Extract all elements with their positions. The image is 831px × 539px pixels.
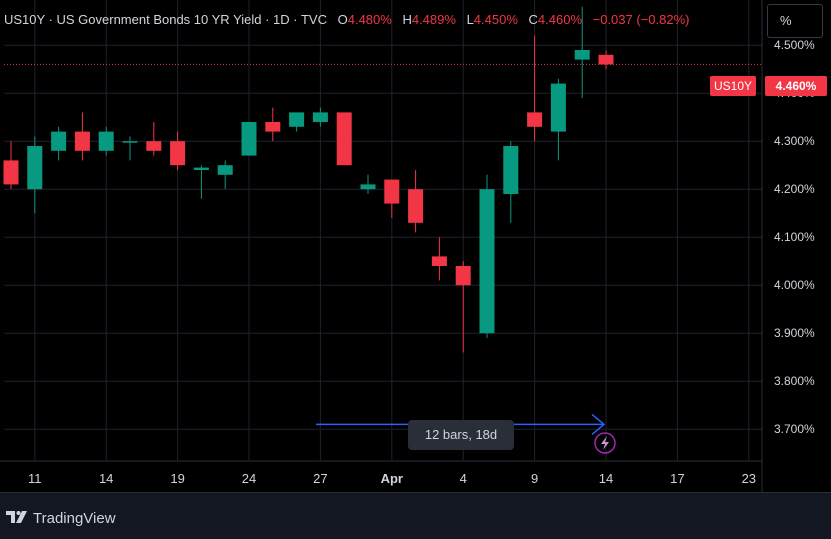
candle [3,141,19,190]
candle-body [550,83,566,132]
candle-body [336,112,352,166]
candle-body [455,266,471,286]
axes: 4.500%4.400%4.300%4.200%4.100%4.000%3.90… [0,0,815,492]
percent-scale-button[interactable]: % [767,4,823,38]
y-tick-label: 4.500% [774,38,815,52]
candle-body [431,256,447,266]
y-tick-label: 3.700% [774,422,815,436]
candle-body [574,50,590,60]
candle-body [193,167,209,170]
candle-body [479,189,495,334]
candle [170,131,186,170]
candle [574,6,590,98]
x-tick-label: Apr [381,471,403,486]
low-key: L [466,12,474,27]
open-key: O [337,12,348,27]
candle-body [265,122,281,132]
candle [146,122,162,156]
overlay [4,63,762,454]
x-tick-label: 11 [28,471,42,486]
candle [193,165,209,199]
measure-arrow-head [591,413,606,435]
candle [51,126,67,161]
candle [312,107,328,127]
candle-body [98,131,114,151]
candle [479,174,495,338]
candle [527,35,543,142]
grid [4,0,762,460]
candle-body [503,146,519,194]
x-tick-label: 9 [531,471,538,486]
high-value: 4.489% [411,12,456,27]
chart-legend: US10Y · US Government Bonds 10 YR Yield … [4,12,689,27]
close-key: C [528,12,538,27]
tradingview-logo-icon[interactable] [6,511,30,523]
y-tick-label: 4.300% [774,134,815,148]
y-tick-label: 3.900% [774,326,815,340]
candle [122,136,138,161]
candle [217,160,233,190]
x-tick-label: 4 [460,471,467,486]
footer-bar: TradingView [0,492,831,539]
candles [3,6,614,353]
candle [455,261,471,353]
candle [336,112,352,166]
candle-body [3,160,19,185]
candle [408,170,424,233]
y-tick-label: 3.800% [774,374,815,388]
x-tick-label: 14 [599,471,613,486]
open-value: 4.480% [347,12,392,27]
candle-body [51,131,67,151]
x-tick-label: 27 [313,471,327,486]
candle-body [598,54,614,65]
close-value: 4.460% [537,12,582,27]
x-tick-label: 24 [242,471,256,486]
candle [27,136,43,214]
candle-body [360,184,376,190]
candle-body [74,131,90,151]
x-tick-label: 23 [742,471,756,486]
candle [241,122,257,156]
candle [503,141,519,223]
candle [98,126,114,156]
symbol-title[interactable]: US10Y · US Government Bonds 10 YR Yield … [4,12,327,27]
candle-body [146,141,162,151]
candle-body [27,146,43,190]
candle-body [384,179,400,204]
candle [384,179,400,218]
candle-body [289,112,305,127]
candle [265,107,281,142]
candle-body [408,189,424,223]
candle [550,78,566,161]
y-tick-label: 4.000% [774,278,815,292]
candle-body [312,112,328,122]
candle [289,112,305,132]
candle [360,174,376,194]
lightning-icon-ring [594,432,616,454]
candle-body [527,112,543,127]
price-tag-symbol: US10Y [710,76,757,96]
y-tick-label: 4.100% [774,230,815,244]
lightning-icon-bolt [601,436,609,450]
y-tick-label: 4.200% [774,182,815,196]
tradingview-brand[interactable]: TradingView [33,510,116,527]
candle-body [241,122,257,156]
candle [74,112,90,161]
price-tag-value: 4.460% [765,76,827,96]
candle [431,237,447,281]
high-key: H [402,12,412,27]
lightning-icon [594,432,616,454]
change-value: −0.037 (−0.82%) [592,12,690,27]
candle [598,50,614,70]
x-tick-label: 14 [99,471,113,486]
low-value: 4.450% [473,12,518,27]
candle-body [217,165,233,175]
candle-body [170,141,186,166]
x-tick-label: 17 [670,471,684,486]
measure-label: 12 bars, 18d [408,420,514,450]
candle-body [122,141,138,143]
x-tick-label: 19 [170,471,184,486]
